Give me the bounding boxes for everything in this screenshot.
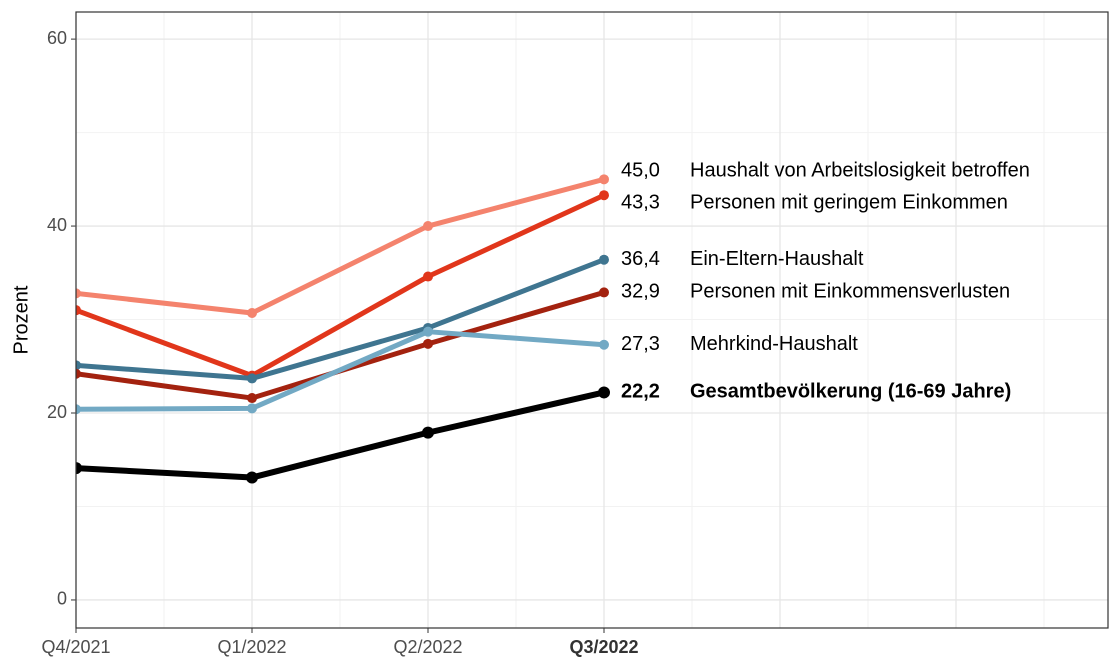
line [76, 176, 605, 316]
point [599, 254, 609, 265]
series-label: Gesamtbevölkerung (16-69 Jahre) [690, 381, 1011, 403]
x-tick-label: Q3/2022 [569, 637, 638, 657]
point [246, 471, 258, 484]
point [76, 360, 81, 371]
y-axis-label: Prozent [10, 285, 32, 354]
point [76, 305, 81, 316]
x-tick-label: Q4/2021 [41, 637, 110, 657]
value-label: 36,4 [621, 248, 660, 270]
point [423, 326, 433, 337]
point [599, 174, 609, 185]
point [599, 287, 609, 298]
point [599, 190, 609, 201]
point [423, 221, 433, 232]
value-label: 32,9 [621, 281, 660, 303]
series-label: Personen mit Einkommensverlusten [690, 281, 1010, 303]
point [423, 338, 433, 349]
y-tick-label: 60 [47, 28, 67, 48]
y-tick-label: 20 [47, 402, 67, 422]
point [76, 404, 81, 415]
y-tick-label: 40 [47, 215, 67, 235]
x-tick-label: Q1/2022 [217, 637, 286, 657]
point [598, 386, 610, 399]
point [599, 339, 609, 350]
line [76, 329, 605, 412]
point [76, 368, 81, 379]
line [76, 192, 606, 379]
series-label: Mehrkind-Haushalt [690, 333, 858, 355]
point [76, 288, 81, 299]
line [76, 389, 605, 481]
point [423, 271, 433, 282]
point [247, 403, 257, 414]
point [247, 393, 257, 404]
series-label: Haushalt von Arbeitslosigkeit betroffen [690, 160, 1030, 182]
series-label: Personen mit geringem Einkommen [690, 192, 1008, 214]
value-label: 27,3 [621, 333, 660, 355]
value-label: 43,3 [621, 192, 660, 214]
series-label: Ein-Eltern-Haushalt [690, 248, 864, 270]
value-label: 45,0 [621, 160, 660, 182]
value-label: 22,2 [621, 381, 660, 403]
point [247, 307, 257, 318]
point [247, 373, 257, 384]
y-tick-label: 0 [57, 589, 67, 609]
plot-area [76, 174, 610, 484]
x-tick-label: Q2/2022 [393, 637, 462, 657]
line [76, 257, 605, 381]
panel-border [75, 11, 1109, 629]
point [422, 426, 434, 439]
point [76, 462, 82, 475]
